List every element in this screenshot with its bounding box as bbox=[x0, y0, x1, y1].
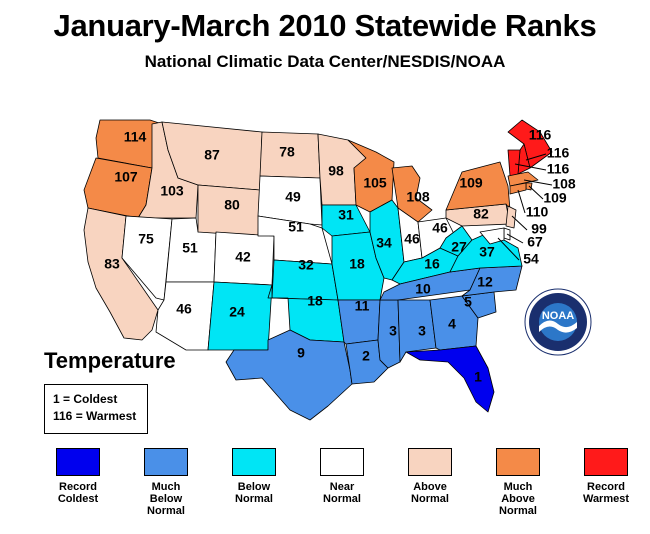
rank-label-ct: 110 bbox=[526, 204, 549, 220]
legend-swatch bbox=[56, 448, 100, 476]
legend-item: Near Normal bbox=[302, 448, 382, 505]
leader-line-md bbox=[497, 237, 520, 261]
state-fl bbox=[405, 345, 495, 413]
svg-text:NOAA: NOAA bbox=[542, 310, 574, 322]
rank-label-ne: 51 bbox=[288, 219, 304, 235]
rank-label-ny: 109 bbox=[459, 175, 483, 191]
rank-key-warmest: 116 = Warmest bbox=[53, 409, 137, 423]
rank-label-nv: 75 bbox=[138, 231, 154, 247]
rank-label-nd: 78 bbox=[279, 144, 295, 160]
rank-label-ok: 18 bbox=[307, 293, 323, 309]
page-subtitle: National Climatic Data Center/NESDIS/NOA… bbox=[144, 52, 506, 71]
legend-item: Much Above Normal bbox=[478, 448, 558, 517]
rank-label-co: 42 bbox=[235, 249, 251, 265]
rank-label-me: 116 bbox=[529, 127, 552, 143]
rank-label-vt: 116 bbox=[547, 161, 570, 177]
leader-line-vt bbox=[514, 163, 547, 171]
rank-label-nh: 116 bbox=[547, 145, 570, 161]
legend-swatch bbox=[496, 448, 540, 476]
rank-label-or: 107 bbox=[114, 169, 138, 185]
rank-label-nc: 12 bbox=[477, 274, 493, 290]
legend-swatch bbox=[584, 448, 628, 476]
rank-label-ut: 51 bbox=[182, 240, 198, 256]
leader-line-ct bbox=[517, 189, 526, 214]
state-ma bbox=[507, 171, 539, 187]
rank-label-ar: 11 bbox=[355, 298, 370, 314]
legend-swatch bbox=[144, 448, 188, 476]
rank-label-mi: 108 bbox=[406, 189, 430, 205]
rank-label-mn: 98 bbox=[328, 163, 344, 179]
leader-line-de bbox=[506, 233, 524, 244]
state-ct bbox=[509, 182, 527, 195]
leader-line-ma bbox=[523, 179, 553, 186]
legend-label: Record Warmest bbox=[582, 481, 630, 505]
rank-label-tx: 9 bbox=[297, 345, 305, 361]
page-title: January-March 2010 Statewide Ranks bbox=[53, 8, 597, 43]
legend-heading: Temperature bbox=[44, 348, 176, 373]
rank-label-ms: 3 bbox=[389, 323, 397, 339]
legend-label: Below Normal bbox=[235, 481, 273, 505]
rank-label-wv: 27 bbox=[451, 239, 467, 255]
color-legend: Record Coldest Much Below Normal Below Nor… bbox=[0, 448, 650, 528]
rank-label-ca: 83 bbox=[104, 256, 120, 272]
rank-label-oh: 46 bbox=[432, 220, 448, 236]
state-al bbox=[397, 299, 437, 363]
legend-swatch bbox=[232, 448, 276, 476]
state-md bbox=[479, 227, 505, 245]
legend-item: Record Coldest bbox=[38, 448, 118, 505]
state-nj bbox=[505, 205, 517, 229]
rank-label-ma: 108 bbox=[552, 176, 576, 192]
rank-key-box: 1 = Coldest 116 = Warmest bbox=[44, 384, 148, 434]
legend-swatch bbox=[320, 448, 364, 476]
rank-label-wy: 80 bbox=[224, 197, 240, 213]
rank-label-il: 34 bbox=[376, 235, 392, 251]
rank-label-az: 46 bbox=[176, 301, 192, 317]
state-ny bbox=[445, 161, 511, 211]
leader-line-nj bbox=[511, 215, 528, 231]
rank-label-wi: 105 bbox=[363, 175, 387, 191]
rank-label-nm: 24 bbox=[229, 304, 245, 320]
noaa-logo-icon: NOAA bbox=[524, 288, 592, 356]
rank-label-ia: 31 bbox=[338, 207, 354, 223]
rank-label-nj: 99 bbox=[531, 221, 547, 237]
legend-item: Much Below Normal bbox=[126, 448, 206, 517]
state-sd bbox=[257, 175, 323, 226]
rank-label-id: 103 bbox=[160, 183, 184, 199]
legend-item: Record Warmest bbox=[566, 448, 646, 505]
rank-label-ks: 32 bbox=[298, 257, 314, 273]
rank-label-fl: 1 bbox=[474, 369, 482, 385]
rank-key-coldest: 1 = Coldest bbox=[53, 392, 118, 406]
leader-line-nh bbox=[525, 153, 547, 161]
legend-swatch bbox=[408, 448, 452, 476]
legend-label: Record Coldest bbox=[57, 481, 99, 505]
legend-label: Near Normal bbox=[323, 481, 361, 505]
state-tx bbox=[225, 329, 353, 421]
legend-label: Much Below Normal bbox=[147, 481, 185, 517]
legend-label: Much Above Normal bbox=[499, 481, 537, 517]
rank-label-al: 3 bbox=[418, 323, 426, 339]
rank-label-tn: 10 bbox=[415, 281, 431, 297]
rank-label-ga: 4 bbox=[448, 316, 456, 332]
rank-label-sc: 5 bbox=[464, 294, 472, 310]
state-va bbox=[449, 231, 523, 273]
rank-label-de: 67 bbox=[527, 234, 543, 250]
rank-label-ri: 109 bbox=[543, 190, 567, 206]
rank-label-md: 54 bbox=[523, 251, 539, 267]
rank-label-mt: 87 bbox=[204, 147, 220, 163]
legend-label: Above Normal bbox=[411, 481, 449, 505]
rank-label-pa: 82 bbox=[473, 206, 489, 222]
legend-item: Above Normal bbox=[390, 448, 470, 505]
rank-label-ky: 16 bbox=[424, 256, 440, 272]
state-vt bbox=[507, 149, 521, 177]
rank-label-sd: 49 bbox=[285, 189, 301, 205]
rank-label-in: 46 bbox=[404, 231, 420, 247]
state-nv bbox=[121, 215, 173, 301]
rank-label-la: 2 bbox=[362, 348, 370, 364]
leader-line-ri bbox=[528, 185, 544, 200]
legend-item: Below Normal bbox=[214, 448, 294, 505]
rank-label-mo: 18 bbox=[349, 256, 365, 272]
rank-label-wa: 114 bbox=[124, 129, 147, 145]
rank-label-va: 37 bbox=[479, 244, 495, 260]
